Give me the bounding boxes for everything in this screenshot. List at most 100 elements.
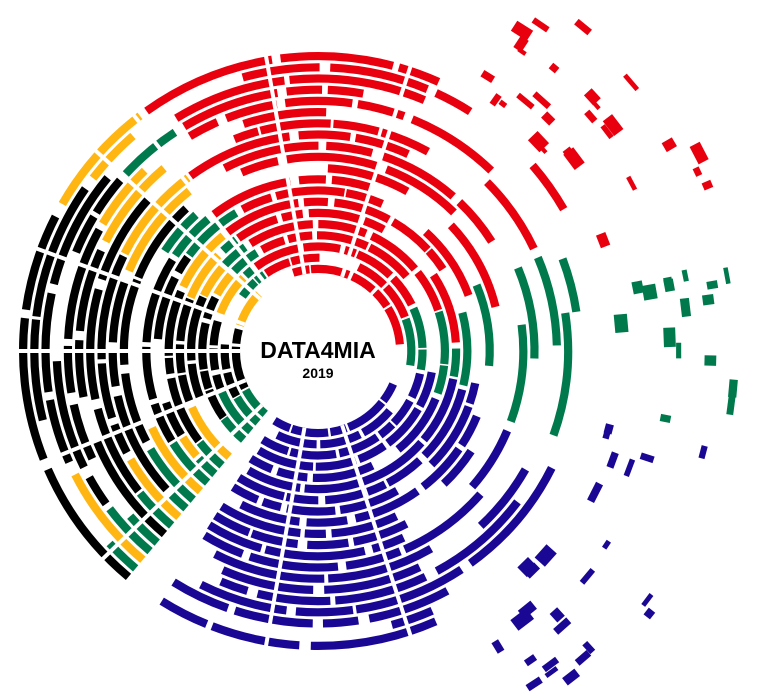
scatter-fragment (562, 668, 581, 686)
scatter-fragment (562, 146, 579, 165)
ring-segment (174, 254, 192, 275)
scatter-fragment (698, 445, 708, 460)
ring-segment (127, 513, 160, 546)
ring-segment (350, 272, 376, 293)
scatter-fragment (579, 567, 596, 585)
ring-segment (441, 448, 475, 487)
ring-segment (410, 115, 495, 174)
ring-segment (514, 266, 539, 359)
ring-segment (298, 130, 351, 141)
ring-segment (384, 305, 404, 345)
ring-segment (380, 128, 430, 156)
ring-segment (239, 500, 300, 526)
ring-segment (384, 165, 457, 216)
ring-segment (286, 504, 336, 516)
ring-segment (212, 512, 251, 537)
ring-segment (63, 345, 76, 394)
ring-segment (534, 255, 561, 346)
ring-segment (71, 472, 146, 563)
ring-segment (434, 310, 449, 365)
ring-segment (447, 222, 500, 308)
ring-segment (306, 516, 348, 527)
ring-segment (213, 550, 325, 583)
ring-segment (472, 283, 494, 367)
ring-segment (366, 480, 388, 496)
ring-segment (182, 88, 279, 131)
ring-segment (219, 577, 249, 595)
scatter-fragment (641, 283, 658, 301)
ring-segment (142, 257, 176, 343)
scatter-fragment (498, 99, 508, 109)
sector-divider (20, 378, 247, 473)
ring-segment (361, 439, 425, 486)
ring-segment (357, 442, 387, 464)
ring-segment (241, 63, 320, 82)
ring-segment (382, 284, 409, 319)
ring-segment (142, 346, 158, 401)
ring-segment (246, 466, 301, 493)
ring-segment (320, 430, 362, 449)
ring-segment (261, 497, 282, 512)
ring-segment (200, 370, 213, 390)
scatter-fragment (641, 593, 654, 607)
ring-segment (335, 573, 428, 605)
scatter-fragment (584, 109, 598, 124)
ring-segment (327, 164, 410, 196)
ring-segment (93, 407, 142, 494)
ring-segment (92, 438, 168, 538)
ring-segment (169, 441, 211, 486)
ring-segment (390, 275, 416, 307)
ring-segment (284, 96, 353, 108)
ring-segment (186, 252, 222, 300)
ring-segment (102, 165, 167, 244)
scatter-fragment (606, 451, 619, 469)
ring-segment (219, 502, 301, 538)
ring-segment (125, 187, 192, 273)
ring-segment (207, 521, 263, 553)
ring-segment (390, 606, 434, 629)
ring-segment (222, 141, 319, 172)
ring-segment (147, 447, 196, 503)
scatter-fragment (613, 313, 629, 334)
ring-segment (558, 257, 581, 313)
ring-segment (179, 435, 200, 459)
ring-segment (290, 424, 329, 438)
ring-segment (121, 373, 151, 444)
scatter-fragment (534, 544, 557, 567)
scatter-fragment (583, 88, 601, 106)
ring-segment (347, 399, 386, 432)
ring-segment (275, 431, 317, 449)
ring-segment (187, 118, 220, 140)
ring-segment (456, 199, 496, 244)
scatter-fragment (726, 395, 736, 416)
sector-divider (340, 424, 419, 656)
scatter-fragment (631, 280, 645, 295)
ring-segment (458, 414, 481, 448)
ring-segment (41, 292, 56, 393)
ring-segment (433, 365, 449, 395)
ring-segment (298, 175, 327, 185)
ring-segment (354, 133, 410, 158)
ring-segment (289, 74, 427, 104)
ring-segment (385, 457, 423, 487)
ring-segment (64, 227, 103, 340)
ring-segment (221, 566, 314, 594)
ring-segment (409, 306, 427, 348)
ring-segment (380, 382, 397, 404)
ring-segment (484, 179, 538, 251)
ring-segment (315, 456, 358, 471)
ring-segment (328, 545, 434, 583)
ring-segment (253, 244, 300, 271)
ring-segment (119, 278, 142, 366)
ring-segment (390, 218, 431, 253)
scatter-fragment (676, 342, 682, 359)
ring-segment (174, 76, 285, 122)
ring-segment (240, 193, 273, 213)
ring-segment (549, 312, 573, 437)
ring-segment (202, 295, 219, 320)
ring-segment (529, 162, 568, 212)
scatter-fragment (623, 73, 640, 92)
scatter-fragment (704, 355, 717, 366)
scatter-fragment (517, 600, 537, 619)
ring-segment (171, 578, 230, 613)
